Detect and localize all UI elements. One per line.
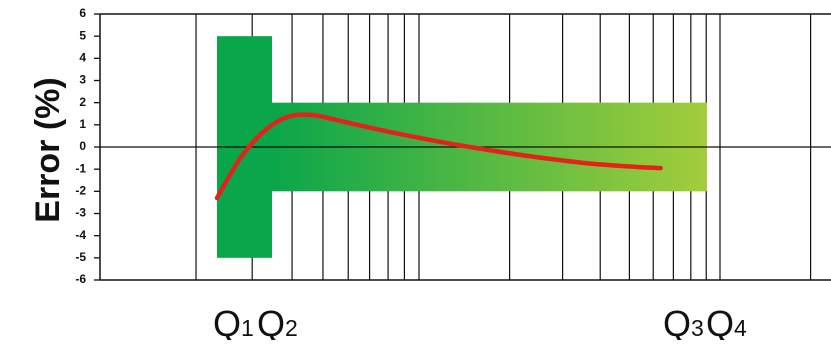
y-tick-label: 6 <box>79 6 86 20</box>
flow-label-subscript: 1 <box>241 315 254 340</box>
flow-label-main: Q <box>706 303 734 340</box>
error-curve-layer <box>214 112 663 201</box>
flow-label-main: Q <box>213 303 241 340</box>
y-tick-label: 1 <box>79 117 86 131</box>
y-tick-labels: 6 5 4 3 2 1 0 -1 -2 -3 -4 -5 -6 <box>75 6 86 286</box>
flow-label-subscript: 2 <box>285 315 298 340</box>
y-tick-label: 2 <box>79 95 86 109</box>
error-curve <box>214 112 663 201</box>
y-axis-title: Error (%) <box>29 77 67 222</box>
flow-label-main: Q <box>257 303 285 340</box>
x-flow-labels: Q1 Q2 Q3 Q4 <box>213 303 747 344</box>
y-tick-label: -3 <box>75 206 86 220</box>
y-tick-label: -1 <box>75 161 86 175</box>
y-tick-label: -5 <box>75 250 86 264</box>
y-tick-label: 4 <box>79 51 86 65</box>
y-tick-label: 0 <box>79 139 86 153</box>
flow-label-subscript: 3 <box>691 315 704 340</box>
flow-label-q4: Q4 <box>706 303 747 340</box>
flow-label-q1: Q1 <box>213 303 254 340</box>
y-tick-label: 5 <box>79 28 86 42</box>
flow-label-q2: Q2 <box>257 303 298 340</box>
flow-label-subscript: 4 <box>734 315 747 340</box>
flow-label-q3: Q3 <box>663 303 704 340</box>
y-tick-label: 3 <box>79 73 86 87</box>
y-tick-label: -2 <box>75 184 86 198</box>
y-tick-label: -4 <box>75 228 86 242</box>
y-tick-label: -6 <box>75 272 86 286</box>
flow-label-main: Q <box>663 303 691 340</box>
